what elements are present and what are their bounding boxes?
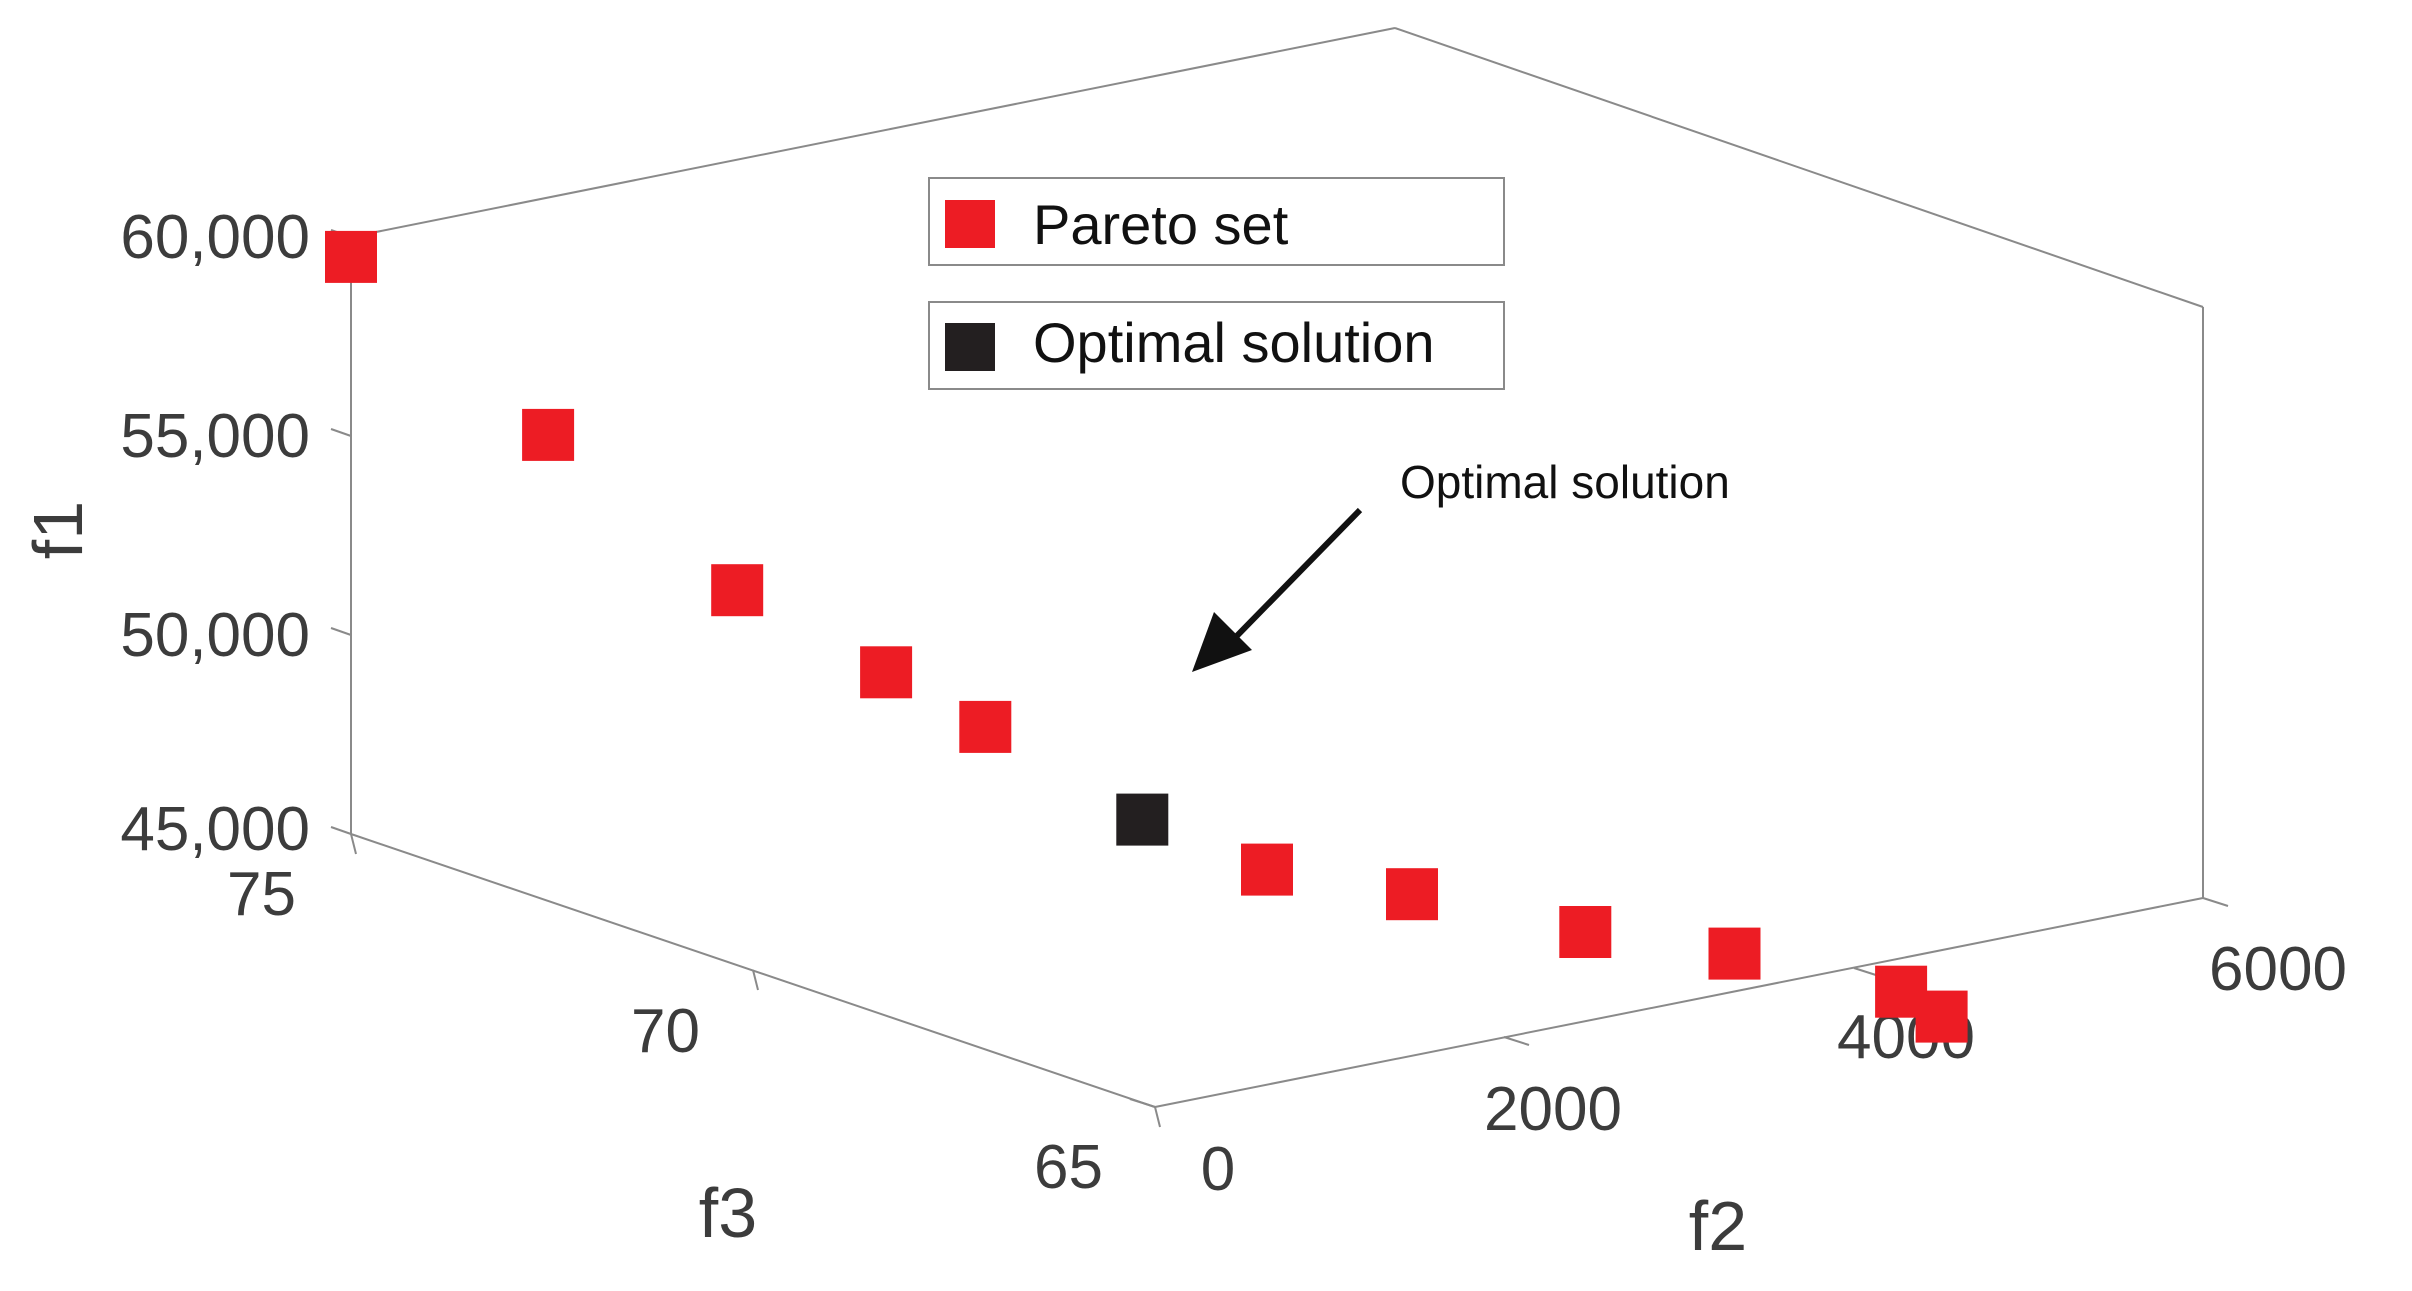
annotation-arrow-shaft bbox=[1224, 507, 1363, 649]
y-tick-labels: 75 70 65 bbox=[227, 860, 1103, 1202]
y-tick-label: 70 bbox=[631, 997, 700, 1066]
annotation-text: Optimal solution bbox=[1400, 456, 1730, 508]
legend-box-pareto bbox=[928, 177, 1505, 266]
legend-label-pareto: Pareto set bbox=[1033, 193, 1289, 256]
x-tick-labels: 0 2000 4000 6000 bbox=[1201, 935, 2347, 1204]
x-tick-label: 6000 bbox=[2209, 935, 2347, 1004]
y-tick-label: 75 bbox=[227, 860, 296, 929]
z-tick-mark bbox=[330, 826, 352, 835]
legend-marker-optimal bbox=[945, 323, 995, 371]
x-tick-mark bbox=[1503, 1036, 1530, 1046]
z-tick-mark bbox=[330, 627, 352, 636]
y-tick-label: 65 bbox=[1034, 1133, 1103, 1202]
pareto-point bbox=[522, 408, 575, 461]
x-tick-mark bbox=[1129, 1098, 1156, 1108]
z-tick-label: 55,000 bbox=[120, 402, 310, 471]
x-tick-mark bbox=[1853, 967, 1880, 977]
y-axis-label: f3 bbox=[699, 1174, 757, 1252]
y-tick-mark bbox=[350, 833, 357, 855]
x-tick-mark bbox=[2202, 897, 2229, 907]
pareto-point bbox=[860, 646, 913, 699]
legend: Pareto set Optimal solution bbox=[928, 177, 1505, 390]
optimal-annotation: Optimal solution bbox=[1192, 456, 1730, 672]
y-tick-mark bbox=[752, 969, 759, 991]
pareto-point bbox=[1241, 843, 1293, 896]
pareto-point bbox=[711, 564, 764, 617]
z-tick-label: 60,000 bbox=[120, 203, 310, 272]
z-axis-label: f1 bbox=[19, 501, 97, 559]
z-tick-label: 45,000 bbox=[120, 795, 310, 864]
z-tick-labels: 60,000 55,000 50,000 45,000 bbox=[120, 203, 310, 864]
annotation-arrow-head bbox=[1192, 612, 1252, 672]
pareto-point bbox=[959, 700, 1012, 753]
box-edge-top-right bbox=[1394, 27, 2204, 308]
z-tick-label: 50,000 bbox=[120, 601, 310, 670]
optimal-solution-point bbox=[1116, 793, 1169, 846]
pareto-point bbox=[1559, 906, 1612, 958]
legend-marker-pareto bbox=[945, 200, 995, 248]
legend-label-optimal: Optimal solution bbox=[1033, 311, 1435, 374]
pareto-point bbox=[1386, 868, 1438, 921]
pareto-point bbox=[1915, 990, 1968, 1043]
tick-marks bbox=[330, 229, 2229, 1128]
data-points bbox=[325, 230, 1968, 1043]
box-edge-top-left bbox=[350, 27, 1396, 238]
x-tick-label: 2000 bbox=[1484, 1075, 1622, 1144]
x-tick-label: 0 bbox=[1201, 1135, 1235, 1204]
pareto-point bbox=[1708, 927, 1761, 980]
y-tick-mark bbox=[1154, 1106, 1161, 1128]
pareto-point bbox=[325, 230, 377, 283]
f2-axis-line bbox=[1154, 897, 2204, 1108]
z-tick-mark bbox=[330, 428, 352, 437]
x-axis-label: f2 bbox=[1689, 1187, 1747, 1265]
legend-box-optimal bbox=[928, 301, 1505, 390]
